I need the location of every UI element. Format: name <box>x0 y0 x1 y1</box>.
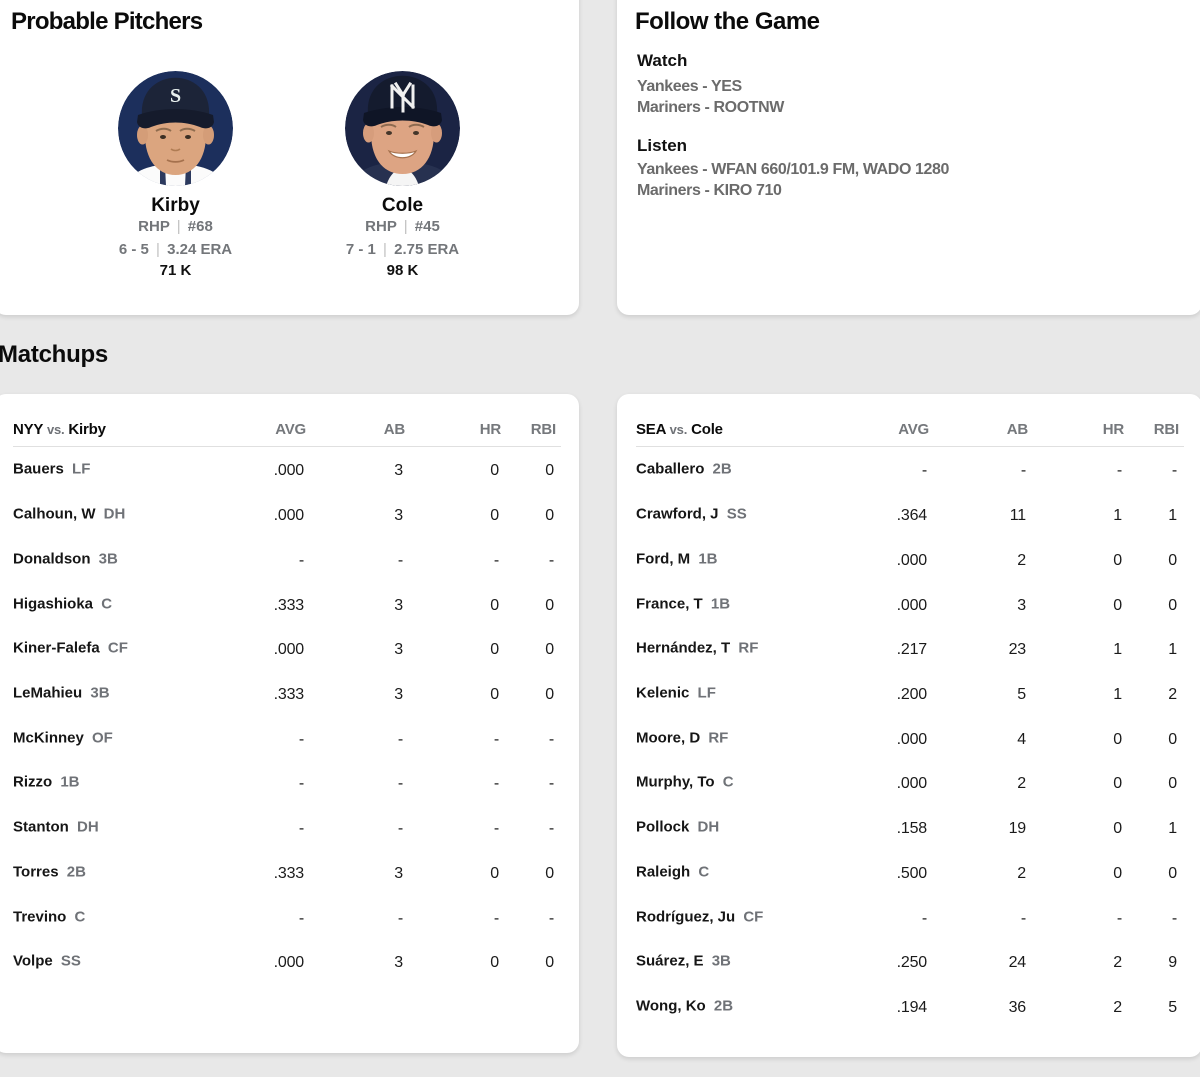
svg-text:S: S <box>170 85 181 107</box>
